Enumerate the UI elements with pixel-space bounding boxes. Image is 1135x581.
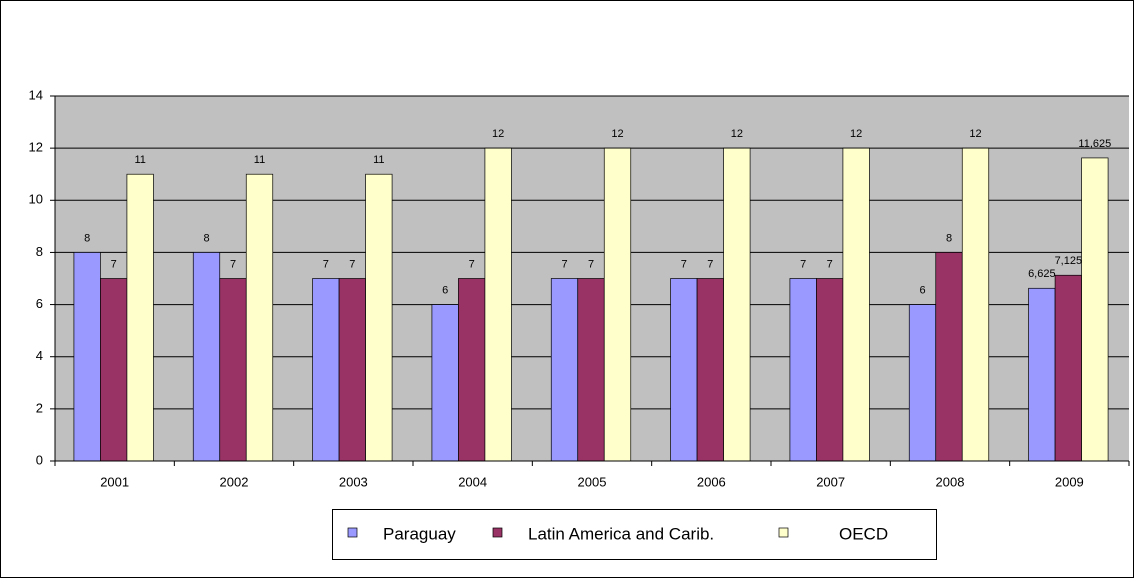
x-tick-label: 2008 — [936, 474, 965, 489]
bar — [245, 173, 274, 462]
value-label: 7,125 — [1055, 255, 1083, 267]
bar — [312, 278, 340, 462]
bar — [458, 278, 486, 462]
value-label: 8 — [946, 232, 952, 244]
value-label: 12 — [611, 128, 623, 140]
bar — [484, 147, 512, 462]
bar — [961, 147, 990, 462]
y-tick-label: 0 — [36, 452, 43, 467]
y-tick-label: 10 — [29, 192, 43, 207]
bar — [100, 278, 128, 462]
y-tick-label: 2 — [36, 400, 43, 415]
value-label: 8 — [203, 232, 209, 244]
x-tick-label: 2005 — [578, 474, 607, 489]
bar — [670, 278, 698, 462]
bar — [842, 147, 870, 462]
x-tick-label: 2007 — [816, 474, 845, 489]
y-tick-label: 8 — [36, 244, 43, 259]
legend-label: OECD — [839, 524, 888, 543]
value-label: 12 — [850, 128, 862, 140]
value-label: 8 — [84, 232, 90, 244]
bar — [1054, 274, 1082, 462]
bar — [789, 278, 817, 462]
bar — [126, 173, 154, 462]
value-label: 12 — [731, 128, 743, 140]
x-tick-label: 2004 — [458, 474, 487, 489]
value-label: 7 — [349, 258, 355, 270]
bar — [365, 173, 393, 462]
bar — [1028, 287, 1056, 462]
bar — [431, 304, 459, 462]
legend-marker — [778, 527, 789, 538]
value-label: 11 — [373, 154, 384, 166]
x-tick-label: 2006 — [697, 474, 726, 489]
value-label: 7 — [800, 258, 806, 270]
value-label: 7 — [323, 258, 329, 270]
value-label: 6 — [919, 284, 925, 296]
bar — [935, 252, 963, 462]
legend-marker — [347, 527, 358, 538]
bar — [696, 278, 724, 462]
bar — [577, 278, 605, 462]
bar — [192, 252, 221, 462]
bar — [338, 278, 366, 462]
bar — [603, 147, 632, 462]
value-label: 7 — [111, 258, 117, 270]
value-label: 12 — [492, 128, 504, 140]
y-tick-label: 14 — [29, 87, 43, 102]
y-tick-label: 12 — [29, 140, 43, 155]
value-label: 11,625 — [1078, 138, 1111, 150]
value-label: 11 — [254, 154, 265, 166]
value-label: 12 — [969, 128, 981, 140]
value-label: 7 — [707, 258, 713, 270]
bar — [73, 252, 101, 462]
x-tick-label: 2009 — [1055, 474, 1084, 489]
y-tick-label: 6 — [36, 296, 43, 311]
legend-marker — [492, 527, 503, 538]
value-label: 11 — [134, 154, 145, 166]
legend-label: Paraguay — [383, 524, 456, 543]
x-tick-label: 2003 — [339, 474, 368, 489]
value-label: 6 — [442, 284, 448, 296]
value-label: 7 — [827, 258, 833, 270]
bar — [550, 278, 579, 462]
value-label: 7 — [588, 258, 594, 270]
value-label: 6,625 — [1028, 268, 1056, 280]
value-label: 7 — [681, 258, 687, 270]
x-tick-label: 2001 — [100, 474, 129, 489]
value-label: 7 — [230, 258, 236, 270]
bar — [723, 147, 751, 462]
value-label: 7 — [469, 258, 475, 270]
value-label: 7 — [561, 258, 567, 270]
bar — [219, 278, 247, 462]
x-tick-label: 2002 — [220, 474, 249, 489]
bar — [816, 278, 844, 462]
y-tick-label: 4 — [36, 348, 43, 363]
legend — [332, 509, 937, 560]
bar — [908, 304, 937, 462]
bar — [1081, 157, 1109, 462]
legend-label: Latin America and Carib. — [528, 524, 714, 543]
